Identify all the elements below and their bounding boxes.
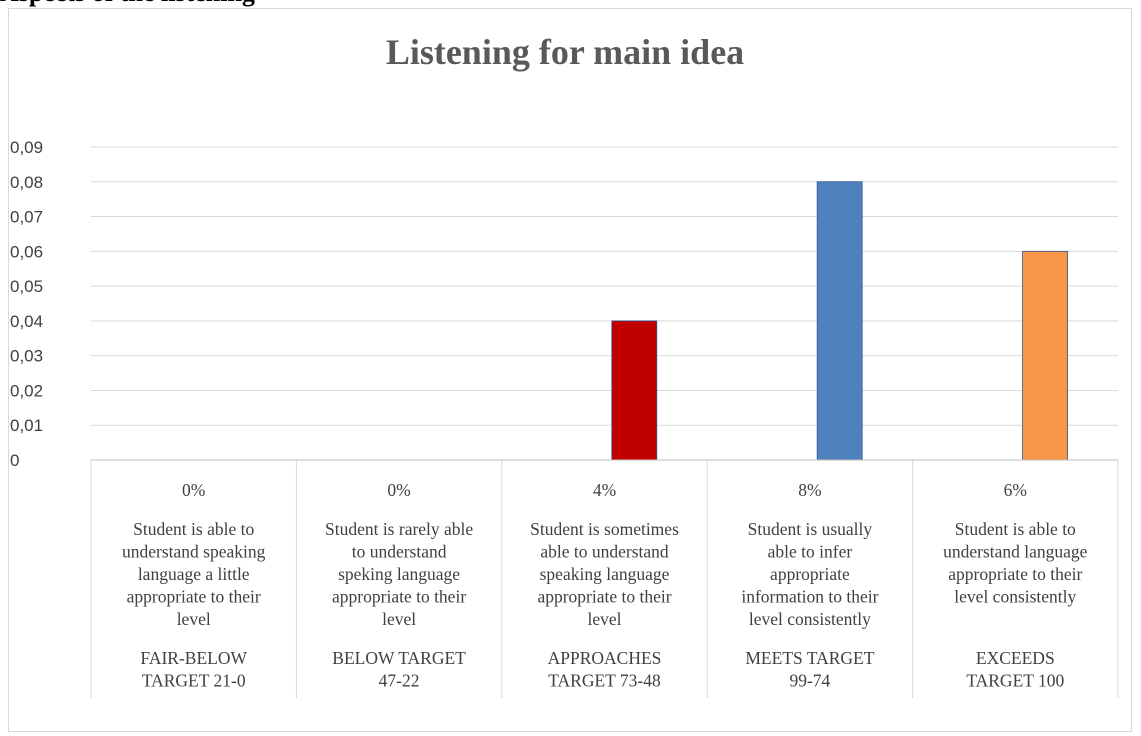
y-tick-label: 0,03 [10,347,43,366]
value-label: 6% [1004,480,1027,500]
category-description: level consistently [749,609,871,629]
page-heading-fragment: Aspects of the listening [0,0,1141,12]
chart-title: Listening for main idea [386,32,744,72]
category-description: language a little [138,564,250,584]
y-axis-ticks: 0 0,01 0,02 0,03 0,04 0,05 0,06 0,07 0,08 0,09 [10,138,43,470]
category-description: appropriate to their [537,587,671,607]
y-tick-label: 0,08 [10,173,43,192]
category-description: speaking language [540,564,670,584]
category-target: 99-74 [789,671,830,691]
bar [1022,250,1068,461]
y-tick-label: 0,02 [10,381,43,400]
y-tick-label: 0,06 [10,242,43,261]
category-description: information to their [741,587,878,607]
category-description: Student is rarely able [325,519,473,539]
category-description: level consistently [954,587,1076,607]
category-target: TARGET 100 [966,671,1064,691]
category-description: understand speaking [122,542,266,562]
value-label: 0% [182,480,205,500]
bars [611,181,1068,461]
category-target: TARGET 73-48 [548,671,661,691]
y-tick-label: 0,07 [10,208,43,227]
category-description: Student is sometimes [530,519,679,539]
category-description: understand language [943,542,1088,562]
value-label: 0% [387,480,410,500]
chart-frame [8,8,1132,732]
category-target: EXCEEDS [976,648,1055,668]
category-description: level [382,609,416,629]
category-description: to understand [352,542,447,562]
category-description: Student is able to [955,519,1076,539]
gridlines [91,146,1118,426]
category-target: APPROACHES [548,648,662,668]
y-tick-label: 0,09 [10,138,43,157]
category-description: Student is usually [748,519,873,539]
category-description: level [177,609,211,629]
y-tick-label: 0,04 [10,312,43,331]
category-description: able to understand [540,542,669,562]
category-target: BELOW TARGET [332,648,466,668]
y-tick-label: 0 [10,451,19,470]
bar [611,320,658,461]
bar [816,181,863,461]
category-description: speking language [338,564,460,584]
category-description: appropriate to their [332,587,466,607]
category-description: appropriate to their [127,587,261,607]
category-target: 47-22 [379,671,420,691]
value-label: 4% [593,480,616,500]
category-target: FAIR-BELOW [140,648,247,668]
y-tick-label: 0,01 [10,416,43,435]
category-description: able to infer [768,542,853,562]
category-description: Student is able to [133,519,254,539]
category-description: level [587,609,621,629]
y-tick-label: 0,05 [10,277,43,296]
value-label: 8% [798,480,821,500]
category-target: MEETS TARGET [745,648,874,668]
category-description: appropriate [770,564,850,584]
category-description: appropriate to their [948,564,1082,584]
category-target: TARGET 21-0 [142,671,246,691]
